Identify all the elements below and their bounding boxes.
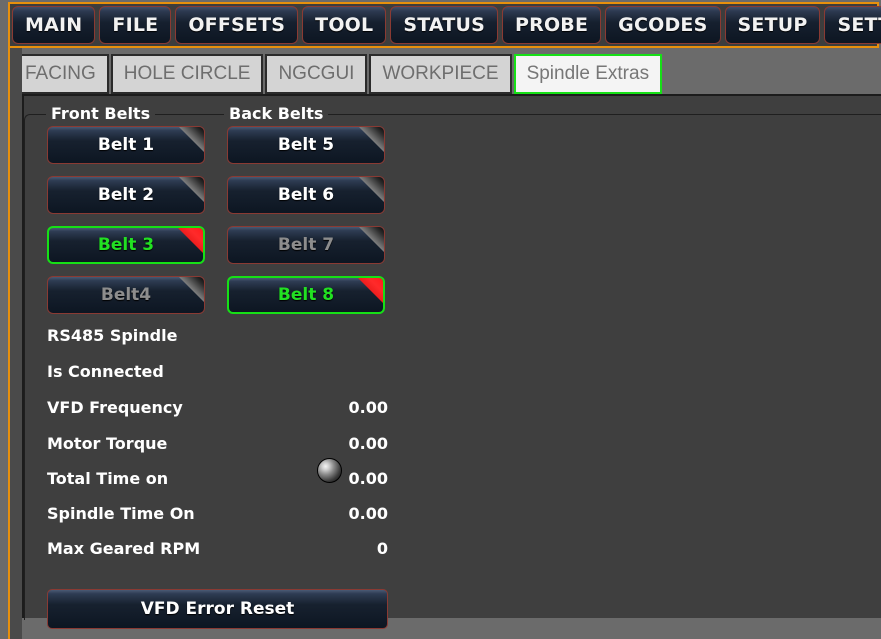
belt-fold-corner-icon — [358, 177, 384, 203]
belt-button-belt7[interactable]: Belt 7 — [227, 226, 385, 264]
belt-button-label: Belt 2 — [97, 185, 155, 205]
belt-button-label: Belt 7 — [277, 235, 335, 255]
belt-button-belt4[interactable]: Belt4 — [47, 276, 205, 314]
tab-facing[interactable]: FACING — [12, 54, 109, 94]
nav-button-file[interactable]: FILE — [99, 6, 172, 44]
belt-fold-corner-icon — [178, 277, 204, 303]
belt-button-belt3[interactable]: Belt 3 — [47, 226, 205, 264]
tab-label: HOLE CIRCLE — [123, 63, 251, 84]
belt-fold-corner-icon — [358, 227, 384, 253]
tab-workpiece[interactable]: WORKPIECE — [369, 54, 512, 94]
belt-button-label: Belt4 — [100, 285, 152, 305]
belt-button-label: Belt 8 — [277, 285, 335, 305]
nav-button-gcodes[interactable]: GCODES — [605, 6, 721, 44]
tab-spindle-extras[interactable]: Spindle Extras — [513, 54, 663, 94]
status-value-vfd-frequency: 0.00 — [348, 398, 388, 417]
status-label-max-geared-rpm: Max Geared RPM — [47, 539, 201, 558]
belt-fold-corner-icon — [177, 228, 203, 254]
status-value-max-geared-rpm: 0 — [376, 539, 388, 558]
belt-button-label: Belt 3 — [97, 235, 155, 255]
left-accent-rail — [8, 48, 10, 639]
is-connected-label: Is Connected — [47, 362, 164, 381]
status-value-total-time-on: 0.00 — [348, 469, 388, 488]
front-belts-group-label: Front Belts — [46, 104, 156, 123]
nav-button-offsets[interactable]: OFFSETS — [175, 6, 299, 44]
nav-button-label: MAIN — [25, 14, 83, 36]
spindle-extras-panel: Front Belts Back Belts Belt 1 Belt 2 Belt … — [22, 94, 881, 629]
nav-button-main[interactable]: MAIN — [12, 6, 96, 44]
belt-button-belt8[interactable]: Belt 8 — [227, 276, 385, 314]
belt-fold-corner-icon — [178, 177, 204, 203]
status-label-motor-torque: Motor Torque — [47, 434, 168, 453]
nav-button-label: SETUP — [737, 14, 808, 36]
tab-label: NGCGUI — [278, 63, 355, 84]
status-value-spindle-time-on: 0.00 — [348, 504, 388, 523]
nav-button-probe[interactable]: PROBE — [502, 6, 602, 44]
nav-button-status[interactable]: STATUS — [390, 6, 498, 44]
belt-button-belt6[interactable]: Belt 6 — [227, 176, 385, 214]
tab-label: Spindle Extras — [526, 63, 650, 84]
belt-button-belt2[interactable]: Belt 2 — [47, 176, 205, 214]
nav-button-label: PROBE — [515, 14, 589, 36]
nav-button-label: TOOL — [315, 14, 374, 36]
nav-button-settings[interactable]: SETTINGS — [824, 6, 881, 44]
nav-button-label: SETTINGS — [837, 14, 881, 36]
utils-tab-bar: FACING HOLE CIRCLE NGCGUI WORKPIECE Spindle … — [12, 54, 663, 94]
belt-button-label: Belt 1 — [97, 135, 155, 155]
nav-button-label: FILE — [112, 14, 159, 36]
belt-fold-corner-icon — [358, 127, 384, 153]
is-connected-led — [317, 458, 342, 483]
nav-button-setup[interactable]: SETUP — [724, 6, 821, 44]
left-gutter — [10, 48, 22, 639]
nav-button-label: OFFSETS — [188, 14, 286, 36]
nav-button-tool[interactable]: TOOL — [302, 6, 387, 44]
tab-label: FACING — [25, 63, 96, 84]
status-label-total-time-on: Total Time on — [47, 469, 169, 488]
belt-button-label: Belt 6 — [277, 185, 335, 205]
status-label-spindle-time-on: Spindle Time On — [47, 504, 195, 523]
belt-button-belt1[interactable]: Belt 1 — [47, 126, 205, 164]
vfd-error-reset-button[interactable]: VFD Error Reset — [47, 589, 388, 629]
belt-button-label: Belt 5 — [277, 135, 335, 155]
vfd-error-reset-label: VFD Error Reset — [140, 599, 295, 619]
belt-button-belt5[interactable]: Belt 5 — [227, 126, 385, 164]
tab-label: WORKPIECE — [382, 63, 499, 84]
main-navigation-bar: MAIN FILE OFFSETS TOOL STATUS PROBE GCODES SETU… — [8, 2, 881, 48]
tab-hole-circle[interactable]: HOLE CIRCLE — [110, 54, 264, 94]
rs485-spindle-heading: RS485 Spindle — [47, 326, 178, 345]
belt-fold-corner-icon — [178, 127, 204, 153]
status-label-vfd-frequency: VFD Frequency — [47, 398, 183, 417]
status-value-motor-torque: 0.00 — [348, 434, 388, 453]
belts-groupbox — [24, 114, 881, 620]
tab-ngcgui[interactable]: NGCGUI — [265, 54, 368, 94]
belt-fold-corner-icon — [357, 278, 383, 304]
nav-button-label: GCODES — [618, 14, 708, 36]
nav-button-label: STATUS — [403, 14, 485, 36]
back-belts-group-label: Back Belts — [224, 104, 329, 123]
